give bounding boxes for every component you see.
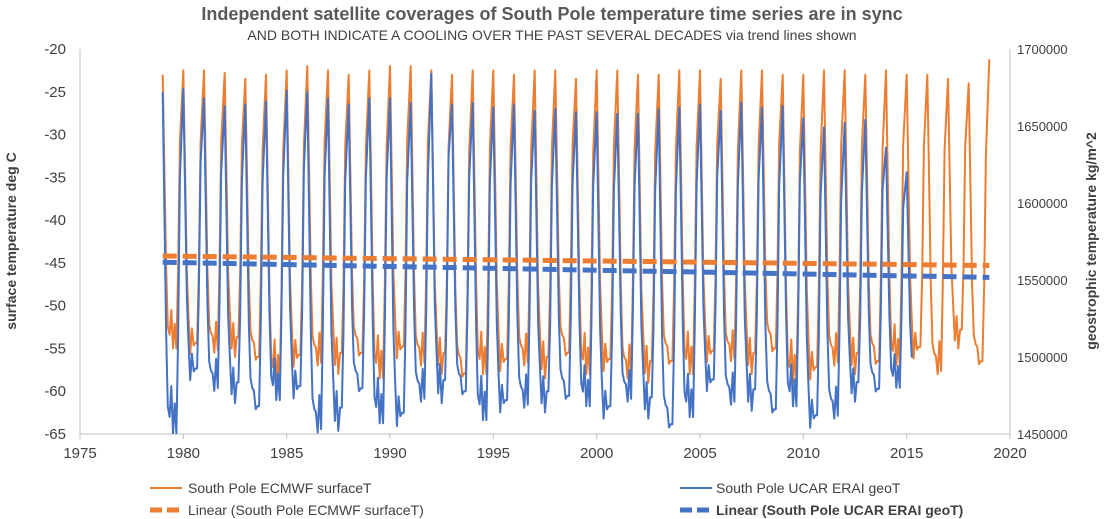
x-tick-label: 2005	[683, 445, 716, 462]
series-line-2	[162, 253, 990, 268]
x-tick-label: 2020	[993, 445, 1026, 462]
left-axis-title: surface temperature deg C	[3, 152, 19, 329]
right-tick-label: 1550000	[1017, 273, 1068, 288]
right-tick-label: 1500000	[1017, 350, 1068, 365]
chart-title: Independent satellite coverages of South…	[201, 4, 902, 24]
legend-label-ucar: South Pole UCAR ERAI geoT	[716, 480, 901, 496]
x-tick-label: 1990	[373, 445, 406, 462]
legend-label-ucar-trend: Linear (South Pole UCAR ERAI geoT)	[716, 502, 963, 518]
right-tick-label: 1650000	[1017, 119, 1068, 134]
axes	[79, 49, 1011, 435]
legend-label-ecmwf: South Pole ECMWF surfaceT	[188, 480, 372, 496]
left-tick-label: -60	[44, 383, 66, 400]
x-tick-label: 1995	[477, 445, 510, 462]
series-line-3	[162, 259, 990, 280]
left-tick-label: -65	[44, 426, 66, 443]
right-tick-label: 1700000	[1017, 42, 1068, 57]
legend-label-ecmwf-trend: Linear (South Pole ECMWF surfaceT)	[188, 502, 424, 518]
left-tick-label: -25	[44, 84, 66, 101]
left-tick-label: -40	[44, 212, 66, 229]
legend: South Pole ECMWF surfaceT South Pole UCA…	[150, 480, 963, 518]
right-tick-label: 1450000	[1017, 427, 1068, 442]
left-tick-label: -50	[44, 298, 66, 315]
right-axis-ticks: 1700000 1650000 1600000 1550000 1500000 14500…	[1017, 42, 1068, 442]
left-tick-label: -55	[44, 340, 66, 357]
left-tick-label: -30	[44, 127, 66, 144]
series-layer	[161, 59, 991, 434]
left-tick-label: -45	[44, 255, 66, 272]
x-tick-label: 1985	[270, 445, 303, 462]
x-tick-label: 1975	[63, 445, 96, 462]
series-line-1	[161, 72, 913, 434]
series-line-0	[161, 59, 991, 384]
chart-subtitle: AND BOTH INDICATE A COOLING OVER THE PAS…	[247, 27, 856, 43]
x-tick-label: 2000	[580, 445, 613, 462]
left-axis-ticks: -20 -25 -30 -35 -40 -45 -50 -55 -60 -65	[44, 41, 66, 443]
left-tick-label: -35	[44, 169, 66, 186]
x-tick-label: 2015	[890, 445, 923, 462]
left-tick-label: -20	[44, 41, 66, 58]
right-tick-label: 1600000	[1017, 196, 1068, 211]
x-axis-ticks: 1975 1980 1985 1990 1995 2000 2005 2010 2015 2020	[63, 434, 1027, 462]
x-tick-label: 2010	[787, 445, 820, 462]
right-axis-title: geostrophic temperature kg/m^2	[1083, 132, 1099, 350]
x-tick-label: 1980	[167, 445, 200, 462]
